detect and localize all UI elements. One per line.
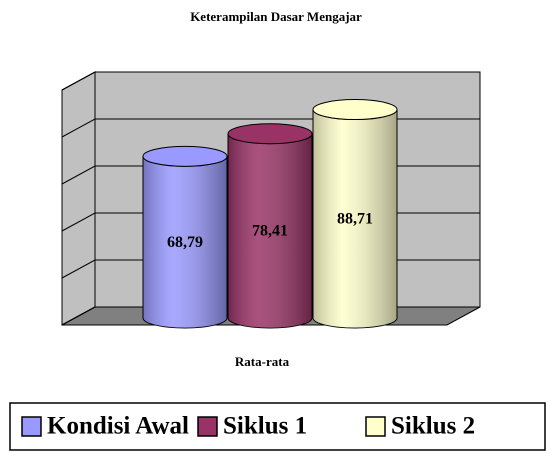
bar-top [142, 145, 228, 167]
legend-label: Siklus 2 [391, 413, 475, 440]
bar-shade [313, 109, 397, 329]
data-label: 68,79 [167, 234, 203, 251]
side-wall [61, 71, 96, 326]
legend-swatch [365, 416, 386, 437]
legend-swatch [197, 416, 218, 437]
bar-shade [228, 133, 312, 328]
legend-swatch [21, 416, 42, 437]
bar-top [227, 123, 313, 145]
data-label: 78,41 [252, 223, 288, 240]
bar-shade [143, 156, 227, 328]
grid-line [61, 71, 480, 91]
legend [9, 402, 546, 451]
legend-label: Siklus 1 [223, 413, 307, 440]
x-tick-label: Rata-rata [235, 354, 290, 369]
chart-title: Keterampilan Dasar Mengajar [190, 9, 362, 24]
legend-label: Kondisi Awal [47, 413, 189, 440]
bar-top [312, 99, 398, 121]
data-label: 88,71 [337, 210, 373, 227]
